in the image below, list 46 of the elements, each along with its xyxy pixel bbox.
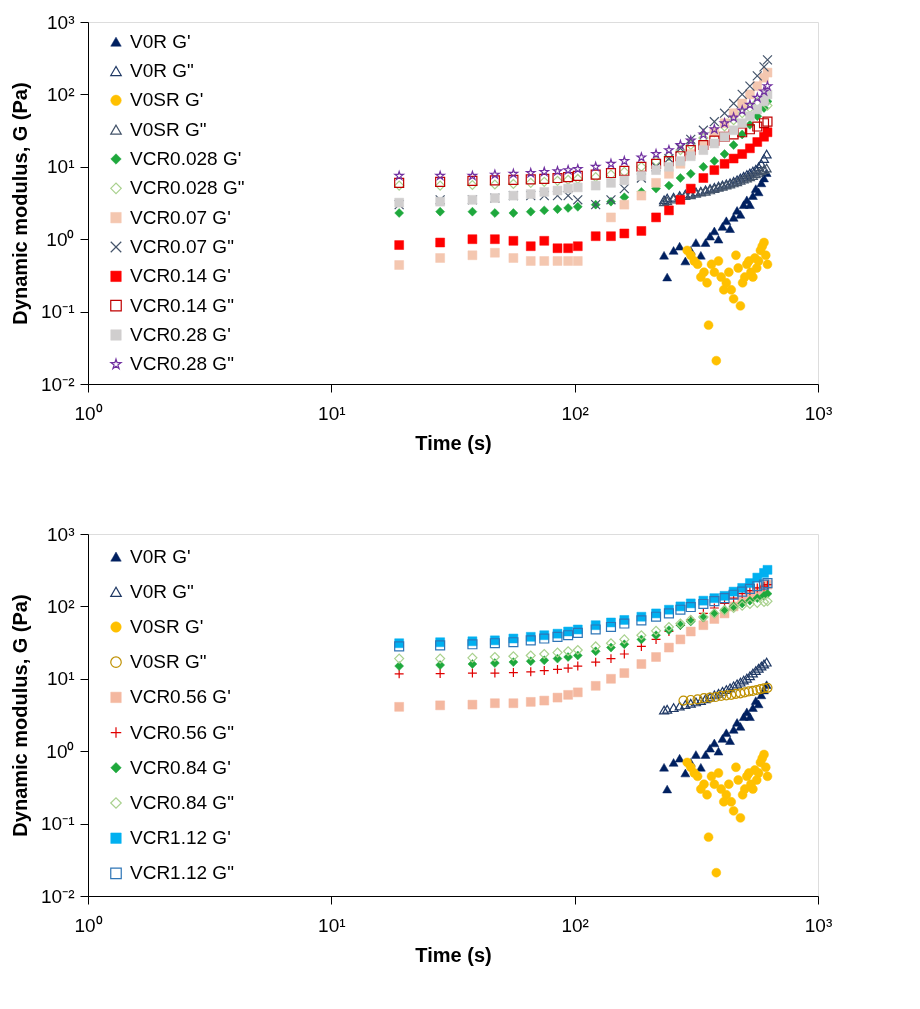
legend-label: VCR0.28 G' xyxy=(130,324,231,345)
x-tick-label: 10⁰ xyxy=(74,402,103,424)
y-tick-label: 10⁻² xyxy=(41,373,75,395)
y-tick-label: 10⁻² xyxy=(41,885,75,907)
legend-label: VCR1.12 G' xyxy=(130,827,231,849)
legend-label: V0R G" xyxy=(130,60,194,81)
y-tick-label: 10² xyxy=(47,595,75,617)
legend-label: VCR0.56 G" xyxy=(130,721,234,743)
legend-label: V0SR G" xyxy=(130,651,207,673)
x-tick-label: 10⁰ xyxy=(74,914,103,936)
legend-label: VCR0.28 G" xyxy=(130,353,234,375)
legend-label: VCR1.12 G" xyxy=(130,862,234,884)
y-tick-label: 10³ xyxy=(47,11,75,33)
x-tick-label: 10¹ xyxy=(318,402,346,424)
x-tick-label: 10³ xyxy=(804,402,833,424)
y-axis-title: Dynamic modulus, G (Pa) xyxy=(9,82,32,325)
legend-label: VCR0.14 G" xyxy=(130,294,234,316)
legend-label: VCR0.028 G" xyxy=(130,177,245,199)
legend-label: VCR0.07 G" xyxy=(130,236,234,257)
legend-label: VCR0.84 G' xyxy=(130,756,231,778)
y-tick-label: 10³ xyxy=(47,523,75,545)
x-axis-title: Time (s) xyxy=(415,943,492,966)
legend-label: V0R G' xyxy=(130,30,191,52)
legend-label: VCR0.84 G" xyxy=(130,792,234,813)
y-tick-label: 10⁰ xyxy=(46,228,75,250)
legend-label: V0SR G' xyxy=(130,616,204,637)
y-tick-label: 10² xyxy=(47,83,75,105)
legend-label: VCR0.14 G' xyxy=(130,265,231,287)
x-tick-label: 10² xyxy=(561,914,589,936)
legend-label: V0SR G" xyxy=(130,118,207,140)
y-tick-label: 10⁻¹ xyxy=(41,813,75,835)
legend-label: VCR0.028 G' xyxy=(130,148,242,169)
x-axis-title: Time (s) xyxy=(415,431,492,454)
x-tick-label: 10² xyxy=(561,402,589,424)
x-tick-label: 10¹ xyxy=(318,914,346,936)
y-axis-title: Dynamic modulus, G (Pa) xyxy=(9,594,32,837)
x-tick-label: 10³ xyxy=(804,914,833,936)
y-tick-label: 10¹ xyxy=(47,668,75,690)
legend-label: VCR0.07 G' xyxy=(130,206,231,228)
y-tick-label: 10⁰ xyxy=(46,740,75,762)
legend-label: VCR0.56 G' xyxy=(130,686,231,708)
legend-label: V0SR G' xyxy=(130,89,204,111)
y-tick-label: 10¹ xyxy=(47,156,75,178)
legend-label: V0R G' xyxy=(130,545,191,567)
legend-label: V0R G" xyxy=(130,580,194,602)
y-tick-label: 10⁻¹ xyxy=(41,301,75,323)
